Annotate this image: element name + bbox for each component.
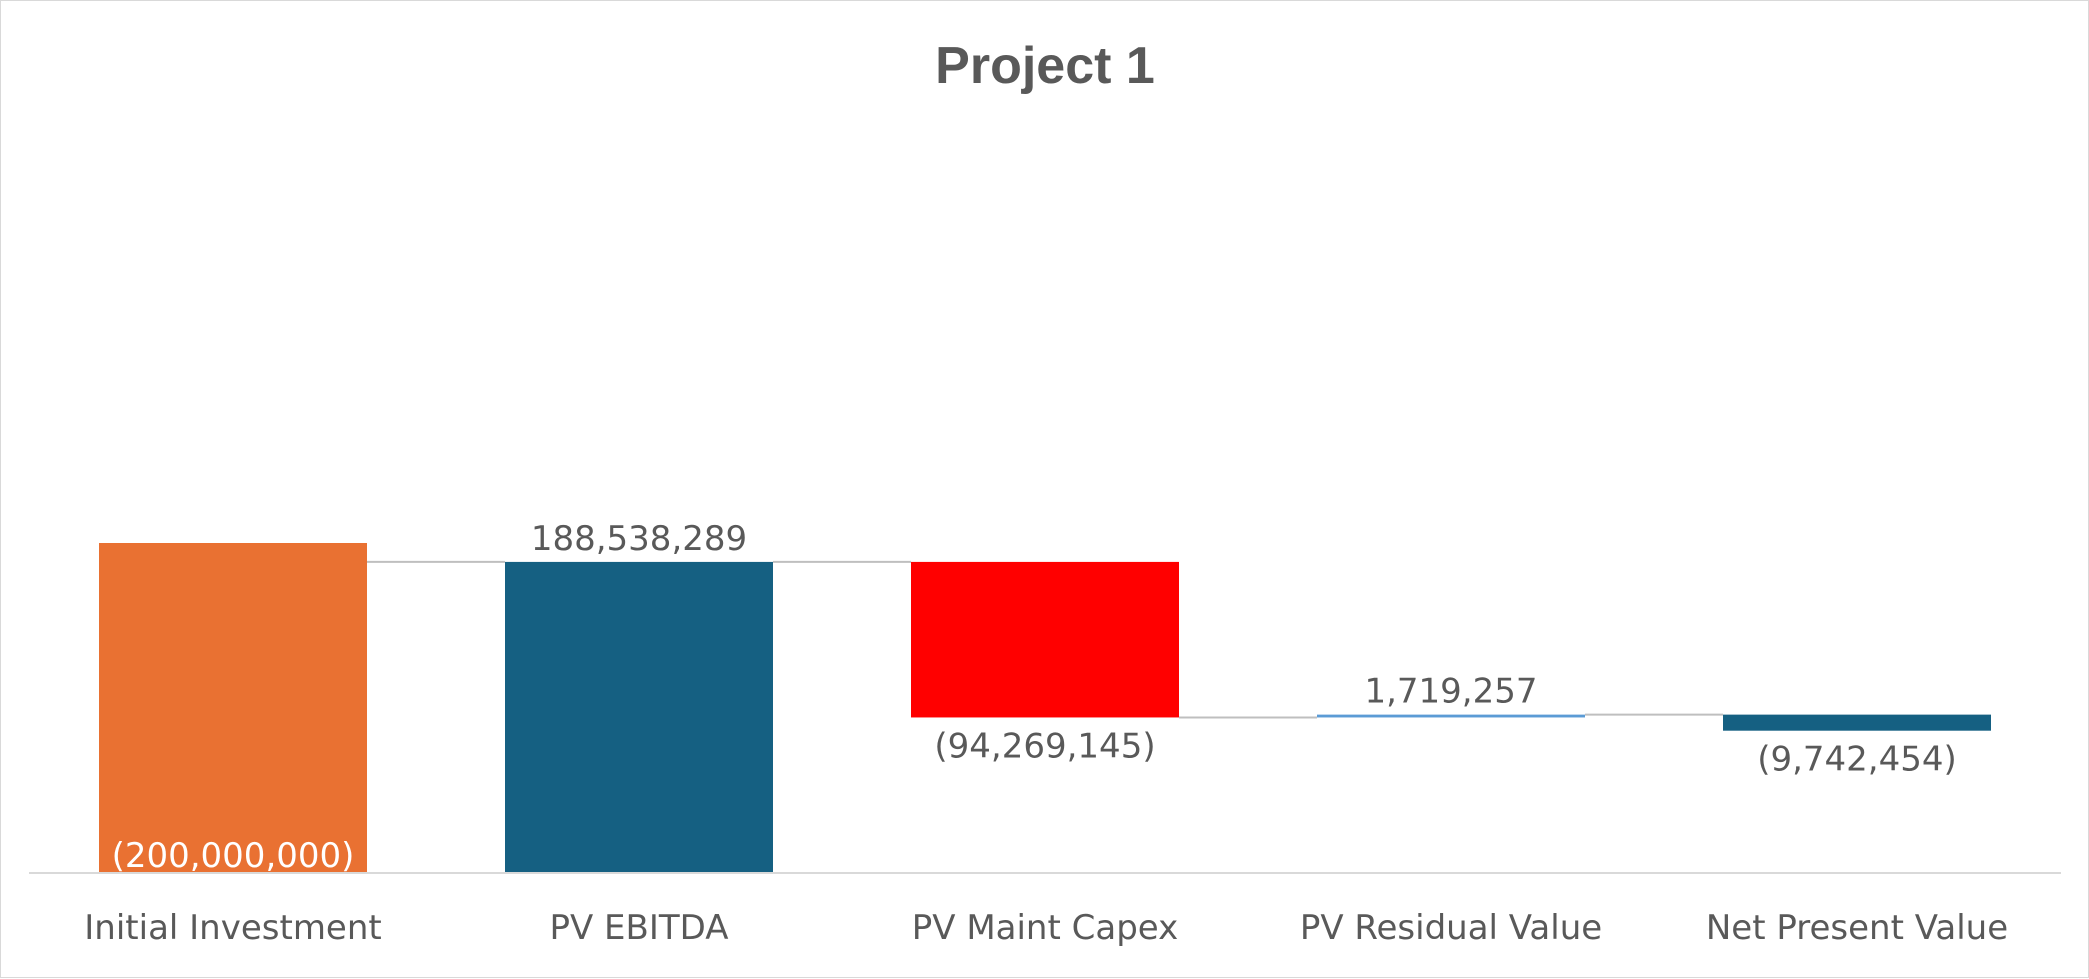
category-label: PV EBITDA bbox=[549, 908, 728, 948]
data-label: (9,742,454) bbox=[1757, 740, 1957, 780]
bars bbox=[99, 543, 1991, 873]
category-label: Net Present Value bbox=[1706, 908, 2008, 948]
chart-title: Project 1 bbox=[935, 37, 1155, 95]
bar-pv-residual-value bbox=[1317, 714, 1585, 718]
bar-pv-ebitda bbox=[505, 561, 773, 873]
data-label: 1,719,257 bbox=[1364, 672, 1537, 712]
bar-initial-investment bbox=[99, 543, 367, 873]
data-label: 188,538,289 bbox=[531, 519, 747, 559]
bar-net-present-value bbox=[1723, 714, 1991, 731]
data-label: (94,269,145) bbox=[934, 726, 1155, 766]
category-labels: Initial Investment PV EBITDA PV Maint Cape… bbox=[84, 908, 2008, 948]
data-labels: (200,000,000) 188,538,289 (94,269,145) 1,71… bbox=[112, 519, 1957, 876]
bar-pv-maint-capex bbox=[911, 561, 1179, 718]
data-label: (200,000,000) bbox=[112, 836, 355, 876]
category-label: PV Maint Capex bbox=[912, 908, 1178, 948]
category-label: Initial Investment bbox=[84, 908, 381, 948]
connector-lines bbox=[367, 560, 1723, 719]
category-label: PV Residual Value bbox=[1300, 908, 1602, 948]
